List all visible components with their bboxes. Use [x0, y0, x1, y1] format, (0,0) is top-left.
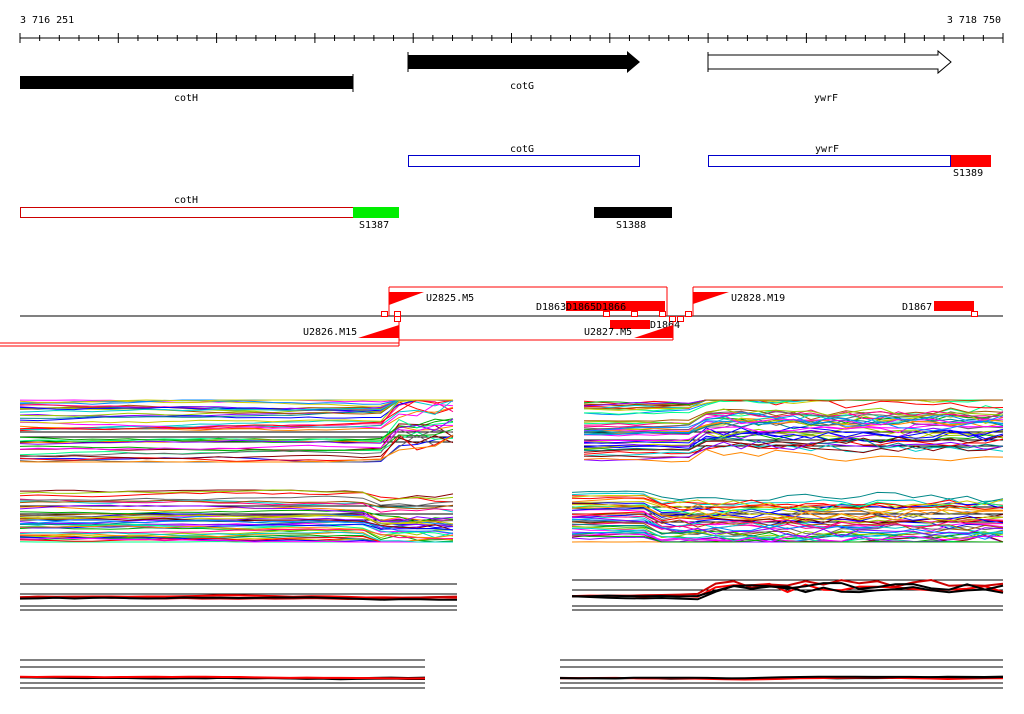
- segment-s1387-label: S1387: [359, 220, 389, 231]
- gene-coth-label: cotH: [174, 93, 198, 104]
- expression-panel-2: [583, 399, 1004, 463]
- gene-ywrf-label: ywrF: [814, 93, 838, 104]
- ruler-end-label: 3 718 750: [947, 15, 1001, 26]
- coordinate-ruler: 3 716 251 3 718 750: [19, 15, 1004, 43]
- expression-panel-7: [19, 659, 426, 689]
- ruler-start-label: 3 716 251: [20, 15, 74, 26]
- transcript-coth-label: cotH: [174, 195, 198, 206]
- feature-d1864[interactable]: D1864: [610, 320, 680, 331]
- gene-cotg[interactable]: cotG: [407, 51, 640, 92]
- feature-d1865[interactable]: D1865: [566, 301, 632, 313]
- transcript-ywrf-label: ywrF: [815, 144, 839, 155]
- feature-u2828-m19-label: U2828.M19: [731, 293, 785, 304]
- segment-s1388-label: S1388: [616, 220, 646, 231]
- feature-u2827-m5-label: U2827.M5: [584, 327, 632, 338]
- feature-track: U2825.M5 U2828.M19 D1863 D1865 D1866 D18…: [0, 286, 1003, 347]
- expression-panel-8: [559, 659, 1004, 689]
- gene-track: cotH cotG ywrF: [20, 49, 952, 104]
- expression-panel-6: [571, 578, 1004, 611]
- ruler-ticks: [19, 33, 1004, 43]
- gene-coth[interactable]: cotH: [20, 74, 354, 104]
- feature-u2825-m5-label: U2825.M5: [426, 293, 474, 304]
- transcript-cotg-label: cotG: [510, 144, 534, 155]
- feature-d1867[interactable]: D1867: [902, 301, 974, 313]
- feature-d1864-label: D1864: [650, 320, 680, 331]
- feature-u2825-m5[interactable]: U2825.M5: [389, 292, 474, 305]
- expression-panel-5: [19, 583, 458, 611]
- expression-panels: [19, 399, 1004, 689]
- expression-panel-3: [19, 489, 454, 543]
- feature-u2827-m5[interactable]: U2827.M5: [584, 325, 673, 338]
- segment-s1388[interactable]: S1388: [594, 207, 672, 231]
- expression-panel-1: [19, 399, 454, 463]
- feature-d1863[interactable]: D1863: [536, 301, 600, 313]
- transcript-cotg[interactable]: cotG: [408, 144, 640, 167]
- feature-d1866-label: D1866: [596, 302, 626, 313]
- transcript-track: cotG ywrF cotH: [20, 144, 951, 218]
- segment-s1387[interactable]: S1387: [353, 207, 399, 231]
- transcript-coth[interactable]: cotH: [20, 195, 354, 218]
- feature-d1866[interactable]: D1866: [596, 301, 665, 313]
- feature-d1863-label: D1863: [536, 302, 566, 313]
- feature-u2828-m19[interactable]: U2828.M19: [693, 292, 785, 304]
- segment-track: S1389 S1387 S1388: [353, 155, 991, 231]
- expression-panel-4: [571, 490, 1004, 543]
- gene-ywrf[interactable]: ywrF: [707, 49, 952, 104]
- feature-d1867-label: D1867: [902, 302, 932, 313]
- segment-s1389[interactable]: S1389: [951, 155, 991, 179]
- segment-s1389-label: S1389: [953, 168, 983, 179]
- feature-d1865-label: D1865: [566, 302, 596, 313]
- feature-u2826-m15[interactable]: U2826.M15: [303, 325, 399, 338]
- transcript-ywrf[interactable]: ywrF: [708, 144, 951, 167]
- gene-cotg-label: cotG: [510, 81, 534, 92]
- feature-u2826-m15-label: U2826.M15: [303, 327, 357, 338]
